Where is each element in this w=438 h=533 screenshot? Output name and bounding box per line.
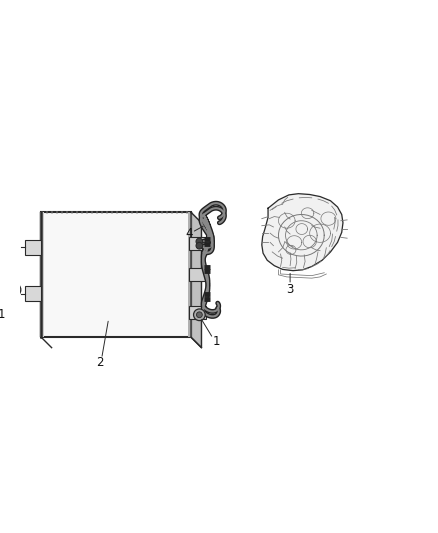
Text: 3: 3 [286, 283, 294, 296]
Text: 1: 1 [212, 335, 220, 349]
Bar [25, 240, 41, 255]
Bar [41, 212, 191, 337]
Circle shape [196, 243, 203, 249]
Text: 1: 1 [0, 308, 5, 321]
Circle shape [197, 312, 202, 318]
Bar [189, 305, 205, 319]
Circle shape [196, 238, 203, 245]
Text: 4: 4 [185, 227, 193, 240]
Bar [25, 286, 41, 301]
Bar [189, 268, 205, 281]
Polygon shape [191, 212, 201, 348]
Polygon shape [262, 193, 343, 271]
Bar [188, 212, 193, 337]
Circle shape [11, 286, 18, 293]
Circle shape [7, 283, 21, 296]
Circle shape [194, 309, 205, 321]
Bar [189, 237, 205, 251]
Text: 2: 2 [96, 356, 103, 369]
Bar [39, 212, 44, 337]
